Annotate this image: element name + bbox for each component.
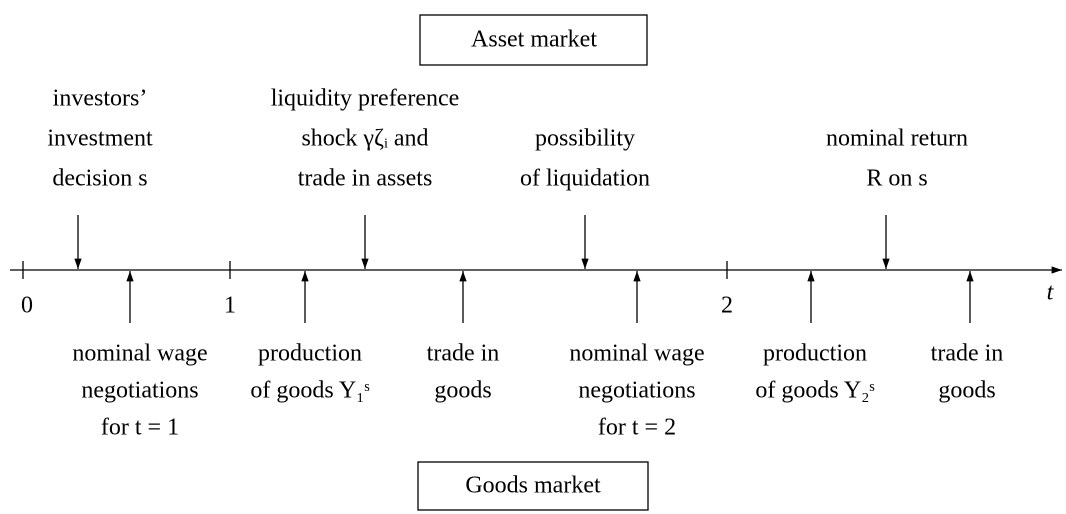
tick-label: 2 <box>721 293 733 319</box>
tick-label: 0 <box>21 293 33 319</box>
event-label: R on s <box>866 166 927 192</box>
event-label: of liquidation <box>520 166 650 192</box>
event-label: of goods Y₁ˢ <box>250 378 369 404</box>
event-label: negotiations <box>81 378 198 404</box>
event-label: negotiations <box>578 378 695 404</box>
event-label: nominal wage <box>72 341 207 367</box>
goods-market-label: Goods market <box>465 473 601 499</box>
tick-label: 1 <box>224 293 236 319</box>
event-label: decision s <box>52 166 147 192</box>
event-label: trade in <box>931 341 1004 367</box>
event-label: possibility <box>535 126 635 152</box>
event-label: trade in <box>427 341 500 367</box>
event-label: shock γζᵢ and <box>301 126 428 152</box>
goods-market-box <box>417 461 649 511</box>
event-label: production <box>258 341 362 367</box>
asset-market-box <box>419 14 648 66</box>
event-label: for t = 2 <box>598 415 676 441</box>
event-label: nominal return <box>826 126 968 152</box>
axis-label: t <box>1047 280 1055 306</box>
event-label: liquidity preference <box>271 86 460 112</box>
event-label: for t = 1 <box>101 415 179 441</box>
event-label: goods <box>938 378 995 404</box>
event-label: nominal wage <box>569 341 704 367</box>
event-label: of goods Y₂ˢ <box>755 378 874 404</box>
asset-market-label: Asset market <box>471 27 597 53</box>
event-label: investors’ <box>53 86 148 112</box>
event-label: trade in assets <box>298 166 433 192</box>
event-label: production <box>763 341 867 367</box>
event-label: investment <box>47 126 153 152</box>
event-label: goods <box>434 378 491 404</box>
